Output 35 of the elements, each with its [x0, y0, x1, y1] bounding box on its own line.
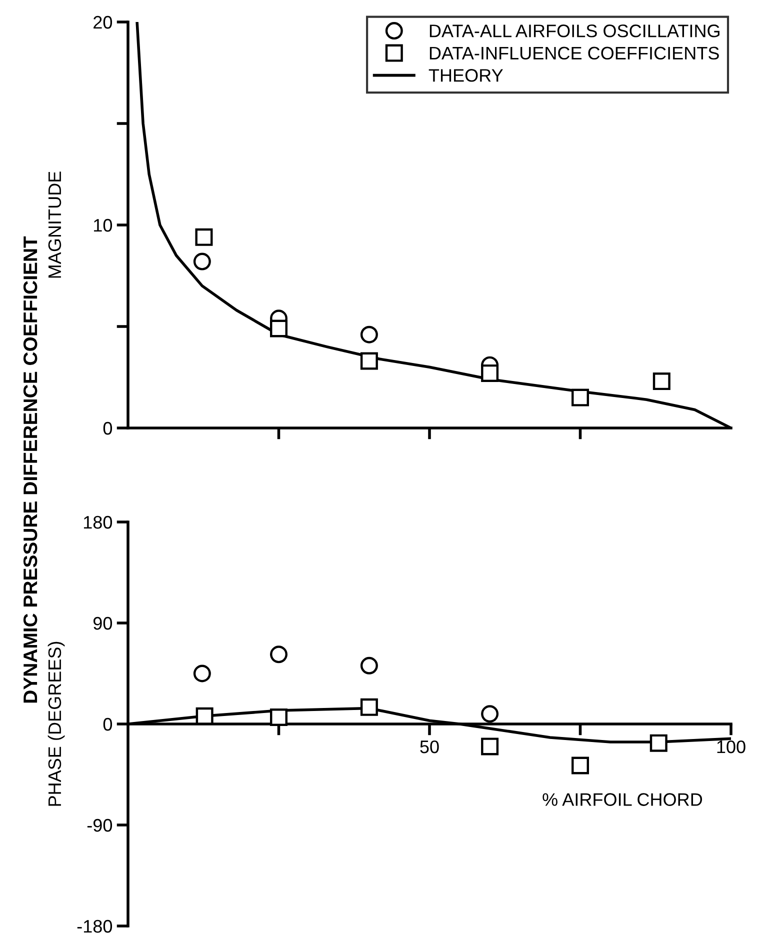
- x-tick-label: 100: [717, 740, 746, 754]
- y-tick-label: 0: [103, 718, 112, 731]
- y-tick-label: 20: [94, 16, 112, 29]
- x-axis-title: % AIRFOIL CHORD: [542, 793, 702, 806]
- point: [360, 698, 378, 716]
- point: [650, 734, 668, 752]
- x-tick-label: 50: [420, 740, 439, 754]
- point: [652, 372, 670, 390]
- point: [360, 326, 378, 344]
- point: [270, 646, 288, 664]
- point: [572, 388, 589, 406]
- point: [360, 656, 378, 674]
- point: [196, 707, 214, 725]
- point: [195, 228, 213, 246]
- y-tick-label: 0: [103, 422, 112, 435]
- point: [481, 705, 499, 723]
- y-tick-label: 180: [84, 516, 112, 529]
- point: [572, 756, 589, 774]
- y-tick-label: 90: [93, 616, 112, 630]
- text: DYNAMIC PRESSURE DIFFERENCE COEFFICIENT: [23, 236, 38, 703]
- point: [481, 738, 499, 756]
- y-tick-label: 10: [94, 218, 112, 232]
- legend-label: DATA-ALL AIRFOILS OSCILLATING: [430, 24, 720, 38]
- legend-label: DATA-INFLUENCE COEFFICIENTS: [430, 46, 719, 60]
- point: [193, 252, 211, 270]
- y-tick-label: -180: [77, 920, 112, 933]
- y-axis-title: MAGNITUDE: [48, 172, 62, 278]
- point: [270, 708, 288, 726]
- legend-label: THEORY: [428, 69, 503, 82]
- y-axis-title: PHASE (DEGREES): [48, 642, 65, 806]
- point: [193, 664, 211, 682]
- point: [270, 320, 288, 338]
- y-tick-label: -90: [87, 818, 112, 832]
- point: [481, 364, 499, 382]
- point: [360, 352, 378, 370]
